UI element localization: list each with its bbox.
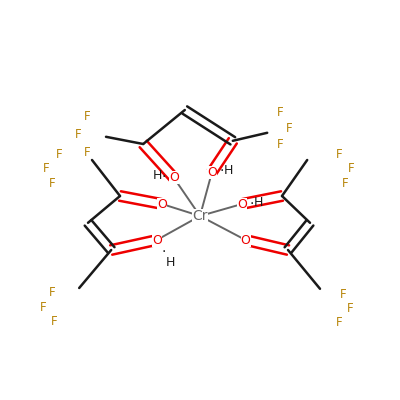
Text: F: F — [84, 110, 90, 122]
Text: F: F — [75, 128, 81, 140]
Text: F: F — [84, 146, 90, 158]
Text: ·: · — [220, 164, 224, 178]
Text: F: F — [347, 302, 353, 314]
Text: H: H — [152, 170, 162, 182]
Text: O: O — [241, 234, 250, 246]
Text: H: H — [166, 256, 176, 268]
Text: O: O — [207, 166, 217, 178]
Text: ·: · — [162, 170, 166, 184]
Text: F: F — [342, 177, 348, 190]
Text: F: F — [277, 106, 283, 118]
Text: F: F — [51, 315, 57, 328]
Text: F: F — [340, 288, 346, 300]
Text: O: O — [157, 198, 167, 210]
Text: F: F — [277, 138, 283, 150]
Text: O: O — [237, 198, 247, 210]
Text: H: H — [254, 196, 264, 208]
Text: H: H — [224, 164, 234, 176]
Text: Cr: Cr — [192, 209, 208, 223]
Text: F: F — [286, 122, 292, 134]
Text: O: O — [169, 172, 179, 184]
Text: F: F — [56, 148, 62, 160]
Text: F: F — [49, 177, 55, 190]
Text: ·: · — [250, 198, 254, 211]
Text: F: F — [40, 301, 46, 314]
Text: F: F — [336, 316, 342, 328]
Text: F: F — [49, 286, 55, 299]
Text: F: F — [336, 148, 342, 160]
Text: O: O — [152, 234, 162, 246]
Text: F: F — [43, 162, 49, 175]
Text: ·: · — [162, 245, 166, 259]
Text: F: F — [348, 162, 354, 175]
